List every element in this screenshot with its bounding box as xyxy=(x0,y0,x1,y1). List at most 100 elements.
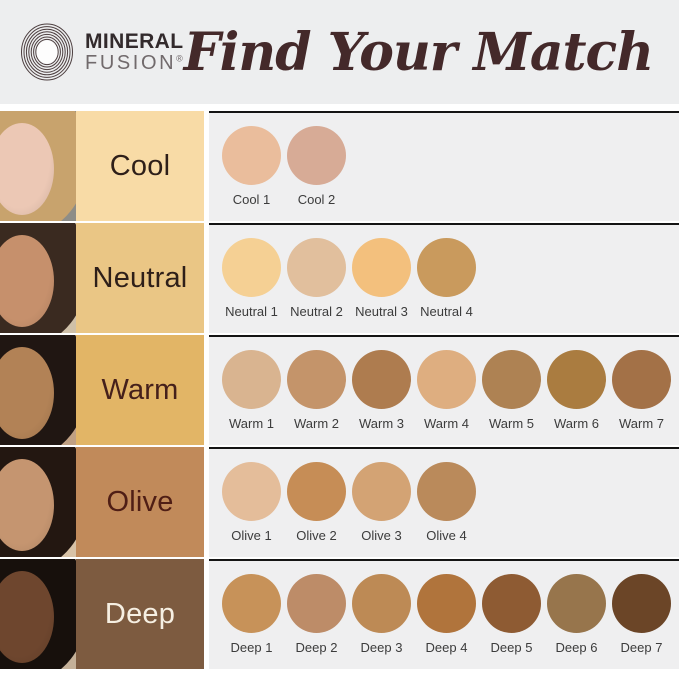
shade-swatch-name: Warm 6 xyxy=(553,416,600,431)
shade-swatch-circle xyxy=(612,350,671,409)
shade-swatch-name: Olive 3 xyxy=(361,528,402,543)
shade-swatch-name: Deep 4 xyxy=(425,640,468,655)
header: MINERAL FUSION® Find Your Match xyxy=(0,0,679,104)
model-face xyxy=(0,123,54,215)
shade-swatch-circle xyxy=(547,574,606,633)
shade-swatch-name: Neutral 1 xyxy=(225,304,278,319)
shade-swatch-name: Warm 3 xyxy=(358,416,405,431)
shade-family-label-block: Neutral xyxy=(76,223,204,333)
shade-swatch: Deep 4 xyxy=(417,574,476,655)
brand-name-line2: FUSION® xyxy=(85,51,183,74)
shade-swatch-circle xyxy=(222,238,281,297)
shade-swatch-circle xyxy=(482,350,541,409)
mineral-fusion-rings-icon xyxy=(18,22,76,82)
shade-family-label: Olive xyxy=(106,485,174,518)
shade-family-label: Warm xyxy=(101,373,179,406)
shade-family-label-block: Warm xyxy=(76,335,204,445)
shade-swatch-circle xyxy=(222,126,281,185)
shade-swatch: Olive 2 xyxy=(287,462,346,543)
model-face xyxy=(0,235,54,327)
model-face xyxy=(0,571,54,663)
shade-swatch-name: Olive 4 xyxy=(426,528,467,543)
shade-swatch-circle xyxy=(287,350,346,409)
shade-swatch: Warm 4 xyxy=(417,350,476,431)
shade-swatch: Warm 1 xyxy=(222,350,281,431)
shade-swatch-circle xyxy=(417,574,476,633)
shade-swatch-name: Deep 7 xyxy=(620,640,663,655)
shade-swatch-circle xyxy=(222,350,281,409)
shade-swatch-name: Warm 1 xyxy=(228,416,275,431)
shade-swatch-circle xyxy=(352,462,411,521)
shade-swatch-circle xyxy=(417,350,476,409)
swatch-panel: Warm 1 Warm 2 Warm 3 Warm 4 Warm 5 Warm … xyxy=(209,335,679,445)
shade-swatch: Deep 7 xyxy=(612,574,671,655)
model-photo xyxy=(0,111,76,221)
shade-family-label: Deep xyxy=(104,597,176,630)
brand-name: MINERAL FUSION® xyxy=(85,31,183,73)
shade-swatch: Olive 3 xyxy=(352,462,411,543)
shade-swatch-circle xyxy=(352,350,411,409)
shade-swatch: Neutral 4 xyxy=(417,238,476,319)
shade-swatch-name: Neutral 2 xyxy=(290,304,343,319)
shade-swatch: Neutral 3 xyxy=(352,238,411,319)
shade-swatch-name: Olive 1 xyxy=(231,528,272,543)
shade-swatch-name: Warm 5 xyxy=(488,416,535,431)
swatch-panel: Deep 1 Deep 2 Deep 3 Deep 4 Deep 5 Deep … xyxy=(209,559,679,669)
shade-swatch-name: Deep 2 xyxy=(295,640,338,655)
shade-swatch-circle xyxy=(352,574,411,633)
shade-swatch-name: Deep 6 xyxy=(555,640,598,655)
shade-swatch-circle xyxy=(417,462,476,521)
model-photo xyxy=(0,447,76,557)
shade-swatch-name: Cool 2 xyxy=(297,192,336,207)
shade-swatch-name: Deep 1 xyxy=(230,640,273,655)
shade-swatch: Warm 6 xyxy=(547,350,606,431)
shade-swatch: Cool 2 xyxy=(287,126,346,207)
shade-swatch-name: Neutral 3 xyxy=(355,304,408,319)
shade-swatch-name: Cool 1 xyxy=(232,192,271,207)
shade-swatch-name: Olive 2 xyxy=(296,528,337,543)
shade-swatch-name: Neutral 4 xyxy=(420,304,473,319)
shade-family-label-block: Olive xyxy=(76,447,204,557)
shade-swatch: Warm 2 xyxy=(287,350,346,431)
brand-name-line1: MINERAL xyxy=(85,30,184,54)
shade-swatch-name: Deep 5 xyxy=(490,640,533,655)
model-photo xyxy=(0,335,76,445)
shade-family-label: Neutral xyxy=(92,261,188,294)
shade-swatch: Warm 3 xyxy=(352,350,411,431)
model-photo xyxy=(0,223,76,333)
shade-swatch-circle xyxy=(547,350,606,409)
shade-swatch-circle xyxy=(287,126,346,185)
model-face xyxy=(0,459,54,551)
shade-swatch: Deep 5 xyxy=(482,574,541,655)
shade-swatch-circle xyxy=(417,238,476,297)
shade-swatch: Deep 2 xyxy=(287,574,346,655)
shade-swatch-name: Deep 3 xyxy=(360,640,403,655)
shade-swatch-circle xyxy=(222,574,281,633)
shade-family-label-block: Deep xyxy=(76,559,204,669)
shade-swatch: Warm 7 xyxy=(612,350,671,431)
model-photo xyxy=(0,559,76,669)
shade-swatch-name: Warm 4 xyxy=(423,416,470,431)
shade-row: Olive Olive 1 Olive 2 Olive 3 Olive 4 xyxy=(0,447,679,557)
brand-logo: MINERAL FUSION® xyxy=(18,22,183,82)
shade-swatch: Warm 5 xyxy=(482,350,541,431)
shade-family-label-block: Cool xyxy=(76,111,204,221)
registered-mark: ® xyxy=(176,52,183,63)
shade-row: Neutral Neutral 1 Neutral 2 Neutral 3 Ne… xyxy=(0,223,679,333)
shade-swatch-circle xyxy=(287,574,346,633)
shade-rows: Cool Cool 1 Cool 2 Neutral Neutral 1 xyxy=(0,111,679,669)
shade-row: Cool Cool 1 Cool 2 xyxy=(0,111,679,221)
swatch-panel: Olive 1 Olive 2 Olive 3 Olive 4 xyxy=(209,447,679,557)
page-title: Find Your Match xyxy=(183,21,654,83)
shade-swatch-name: Warm 7 xyxy=(618,416,665,431)
shade-row: Warm Warm 1 Warm 2 Warm 3 Warm 4 Warm 5 xyxy=(0,335,679,445)
shade-swatch: Deep 6 xyxy=(547,574,606,655)
shade-swatch: Neutral 2 xyxy=(287,238,346,319)
shade-swatch: Cool 1 xyxy=(222,126,281,207)
swatch-panel: Cool 1 Cool 2 xyxy=(209,111,679,221)
shade-row: Deep Deep 1 Deep 2 Deep 3 Deep 4 Deep 5 xyxy=(0,559,679,669)
shade-swatch-circle xyxy=(612,574,671,633)
shade-swatch-circle xyxy=(287,238,346,297)
shade-swatch-circle xyxy=(482,574,541,633)
